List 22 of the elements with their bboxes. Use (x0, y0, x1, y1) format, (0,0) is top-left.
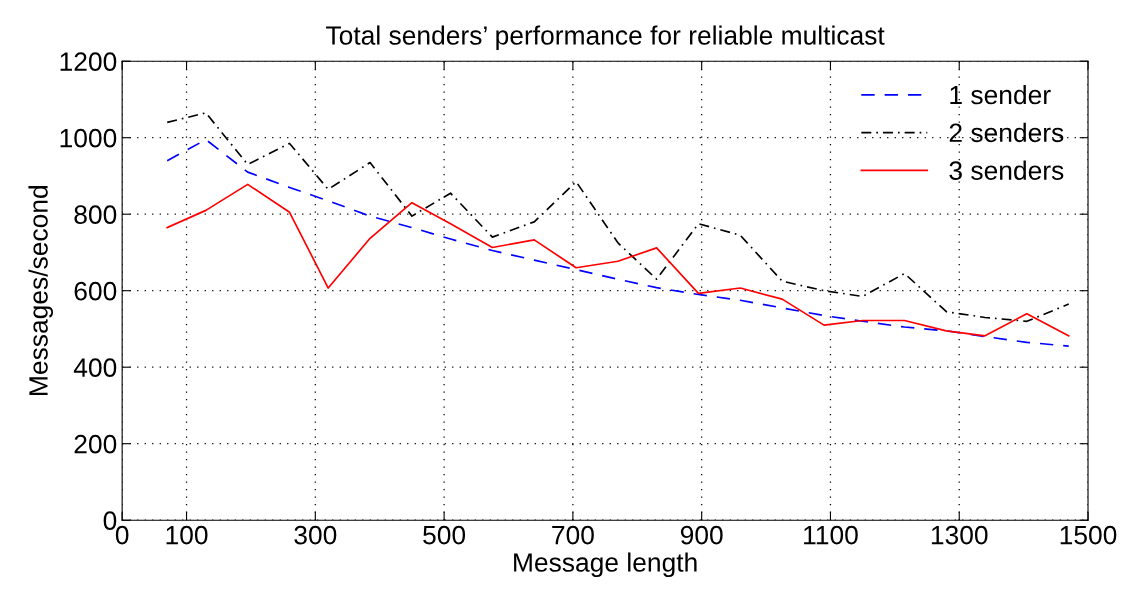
x-tick-label: 1100 (804, 525, 858, 545)
y-tick-label: 1200 (60, 52, 117, 72)
y-tick-label: 200 (74, 434, 117, 454)
y-tick-label: 800 (74, 205, 117, 225)
y-axis-title: Messages/second (28, 186, 54, 395)
legend-label: 3 senders (949, 160, 1064, 180)
legend-label: 1 sender (950, 84, 1051, 105)
line-series (166, 183, 1070, 337)
x-axis-title: Message length (514, 552, 697, 578)
y-tick-label: 0 (103, 511, 117, 531)
y-tick-label: 400 (73, 358, 117, 378)
x-tick-label: 500 (423, 525, 466, 545)
x-tick-label: 1500 (1060, 525, 1117, 545)
x-tick-label: 700 (552, 525, 594, 545)
x-tick-label: 300 (294, 525, 337, 545)
x-tick-label: 900 (680, 525, 723, 545)
chart-title: Total senders’ performance for reliable multicast (326, 25, 885, 51)
y-tick-label: 1000 (60, 128, 117, 148)
x-tick-label: 1300 (931, 525, 988, 545)
x-tick-label: 100 (166, 525, 208, 545)
legend-label: 2 senders (949, 122, 1064, 143)
y-tick-label: 600 (74, 281, 117, 301)
